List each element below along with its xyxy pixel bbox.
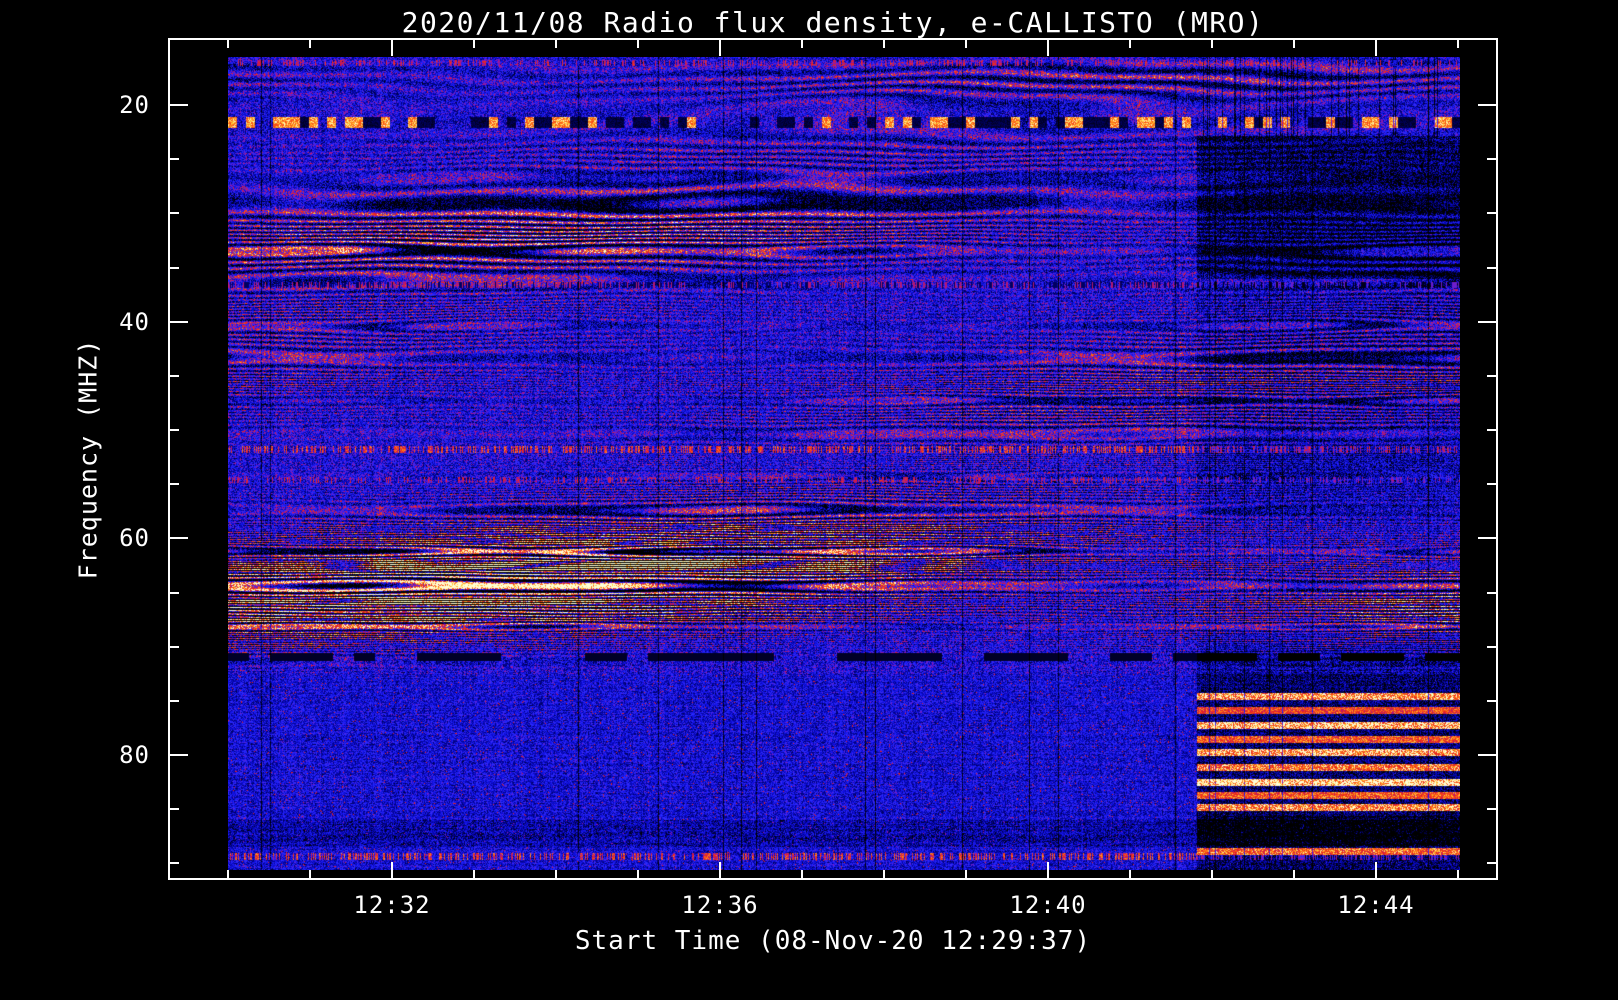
axis-tick xyxy=(555,40,557,48)
axis-tick xyxy=(637,870,639,878)
axis-tick xyxy=(1487,267,1496,269)
axis-tick xyxy=(1478,321,1496,323)
axis-tick xyxy=(1129,870,1131,878)
axis-tick xyxy=(1457,40,1459,48)
axis-tick xyxy=(1487,862,1496,864)
axis-tick xyxy=(1129,40,1131,48)
x-tick-label: 12:40 xyxy=(1009,891,1087,919)
axis-tick xyxy=(170,754,188,756)
axis-tick xyxy=(1487,592,1496,594)
axis-tick xyxy=(1457,870,1459,878)
axis-tick xyxy=(965,870,967,878)
axis-tick xyxy=(637,40,639,48)
axis-tick xyxy=(1211,870,1213,878)
axis-tick xyxy=(170,267,179,269)
axis-tick xyxy=(1211,40,1213,48)
axis-tick xyxy=(1487,429,1496,431)
axis-tick xyxy=(1478,537,1496,539)
axis-tick xyxy=(170,808,179,810)
axis-tick xyxy=(1478,104,1496,106)
y-tick-label: 20 xyxy=(119,91,150,119)
axis-tick xyxy=(1293,870,1295,878)
axis-tick xyxy=(1478,754,1496,756)
plot-frame xyxy=(168,38,1498,880)
axis-tick xyxy=(391,40,393,56)
y-tick-label: 60 xyxy=(119,524,150,552)
axis-tick xyxy=(170,646,179,648)
y-tick-label: 40 xyxy=(119,308,150,336)
x-axis-label: Start Time (08-Nov-20 12:29:37) xyxy=(574,926,1092,956)
axis-tick xyxy=(1487,700,1496,702)
axis-tick xyxy=(309,870,311,878)
chart-title: 2020/11/08 Radio flux density, e-CALLIST… xyxy=(401,6,1265,39)
axis-tick xyxy=(170,104,188,106)
axis-tick xyxy=(1487,483,1496,485)
axis-tick xyxy=(170,321,188,323)
axis-tick xyxy=(1487,646,1496,648)
axis-tick xyxy=(170,537,188,539)
axis-tick xyxy=(883,870,885,878)
axis-tick xyxy=(170,483,179,485)
x-tick-label: 12:44 xyxy=(1337,891,1415,919)
axis-tick xyxy=(801,40,803,48)
axis-tick xyxy=(170,212,179,214)
axis-tick xyxy=(555,870,557,878)
axis-tick xyxy=(170,592,179,594)
axis-tick xyxy=(227,870,229,878)
axis-tick xyxy=(170,862,179,864)
axis-tick xyxy=(719,40,721,56)
x-tick-label: 12:36 xyxy=(681,891,759,919)
axis-tick xyxy=(170,158,179,160)
axis-tick xyxy=(227,40,229,48)
x-tick-label: 12:32 xyxy=(353,891,431,919)
axis-tick xyxy=(473,40,475,48)
axis-tick xyxy=(1487,212,1496,214)
axis-tick xyxy=(801,870,803,878)
axis-tick xyxy=(1487,808,1496,810)
axis-tick xyxy=(883,40,885,48)
axis-tick xyxy=(965,40,967,48)
axis-tick xyxy=(170,429,179,431)
axis-tick xyxy=(170,375,179,377)
axis-tick xyxy=(1487,375,1496,377)
axis-tick xyxy=(1047,40,1049,56)
y-tick-label: 80 xyxy=(119,741,150,769)
axis-tick xyxy=(309,40,311,48)
axis-tick xyxy=(473,870,475,878)
axis-tick xyxy=(170,700,179,702)
spectrogram-heatmap xyxy=(228,57,1460,870)
axis-tick xyxy=(1487,158,1496,160)
axis-tick xyxy=(1375,40,1377,56)
axis-tick xyxy=(1293,40,1295,48)
